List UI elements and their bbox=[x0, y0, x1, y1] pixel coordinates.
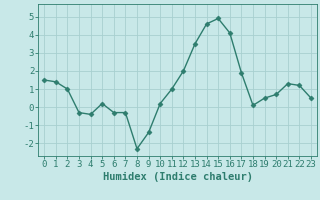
X-axis label: Humidex (Indice chaleur): Humidex (Indice chaleur) bbox=[103, 172, 252, 182]
